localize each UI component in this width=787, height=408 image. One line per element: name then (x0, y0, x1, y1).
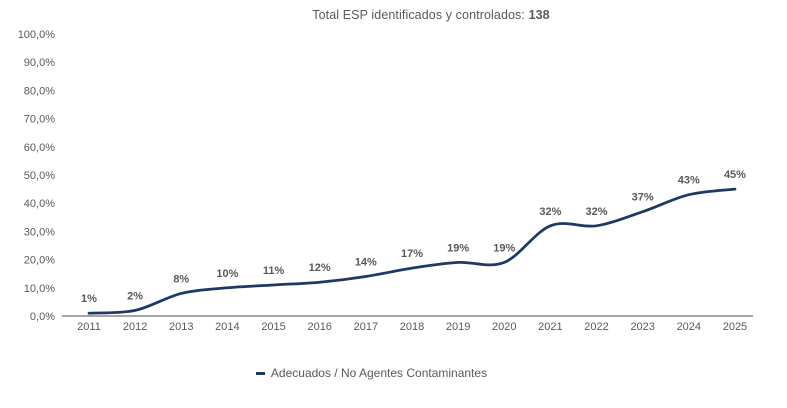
x-tick-label: 2013 (169, 321, 193, 333)
legend: Adecuados / No Agentes Contaminantes (0, 366, 765, 380)
chart-title-total: 138 (528, 8, 550, 22)
data-label: 45% (724, 169, 746, 181)
data-label: 11% (263, 265, 285, 277)
y-tick-label: 20,0% (24, 255, 55, 267)
x-tick-label: 2024 (677, 321, 701, 333)
data-label: 43% (678, 175, 700, 187)
chart-title: Total ESP identificados y controlados: 1… (0, 8, 787, 22)
y-tick-label: 80,0% (24, 85, 55, 97)
x-tick-label: 2018 (400, 321, 424, 333)
x-tick-label: 2017 (354, 321, 378, 333)
x-tick-label: 2021 (538, 321, 562, 333)
series-line (87, 187, 737, 315)
data-label: 1% (81, 293, 97, 305)
x-tick-label: 2014 (215, 321, 239, 333)
data-label: 2% (127, 290, 143, 302)
legend-marker (255, 372, 265, 375)
y-tick-label: 40,0% (24, 198, 55, 210)
data-label: 19% (447, 242, 469, 254)
y-tick-label: 100,0% (18, 29, 56, 41)
data-label: 17% (401, 248, 423, 260)
x-tick-label: 2015 (261, 321, 285, 333)
x-tick-label: 2025 (723, 321, 747, 333)
x-tick-label: 2023 (630, 321, 654, 333)
y-tick-label: 70,0% (24, 114, 55, 126)
data-label: 12% (309, 262, 331, 274)
data-label: 8% (173, 273, 189, 285)
x-tick-label: 2020 (492, 321, 516, 333)
chart-title-text: Total ESP identificados y controlados: (312, 8, 529, 22)
x-tick-label: 2022 (584, 321, 608, 333)
x-tick-label: 2019 (446, 321, 470, 333)
y-tick-label: 10,0% (24, 283, 55, 295)
y-tick-label: 50,0% (24, 170, 55, 182)
data-label: 37% (632, 192, 654, 204)
x-tick-label: 2011 (77, 321, 101, 333)
x-tick-label: 2012 (123, 321, 147, 333)
data-label: 32% (539, 206, 561, 218)
data-label: 32% (586, 206, 608, 218)
y-tick-label: 60,0% (24, 142, 55, 154)
y-tick-label: 0,0% (30, 311, 55, 323)
plot-area: 0,0% 10,0% 20,0% 30,0% 40,0% 50,0% 60,0% 70,0% 8… (18, 29, 753, 333)
legend-label: Adecuados / No Agentes Contaminantes (270, 366, 488, 380)
data-label: 19% (493, 242, 515, 254)
y-tick-label: 90,0% (24, 57, 55, 69)
x-tick-label: 2016 (307, 321, 331, 333)
y-tick-label: 30,0% (24, 226, 55, 238)
data-label: 14% (355, 257, 377, 269)
data-label: 10% (216, 268, 238, 280)
